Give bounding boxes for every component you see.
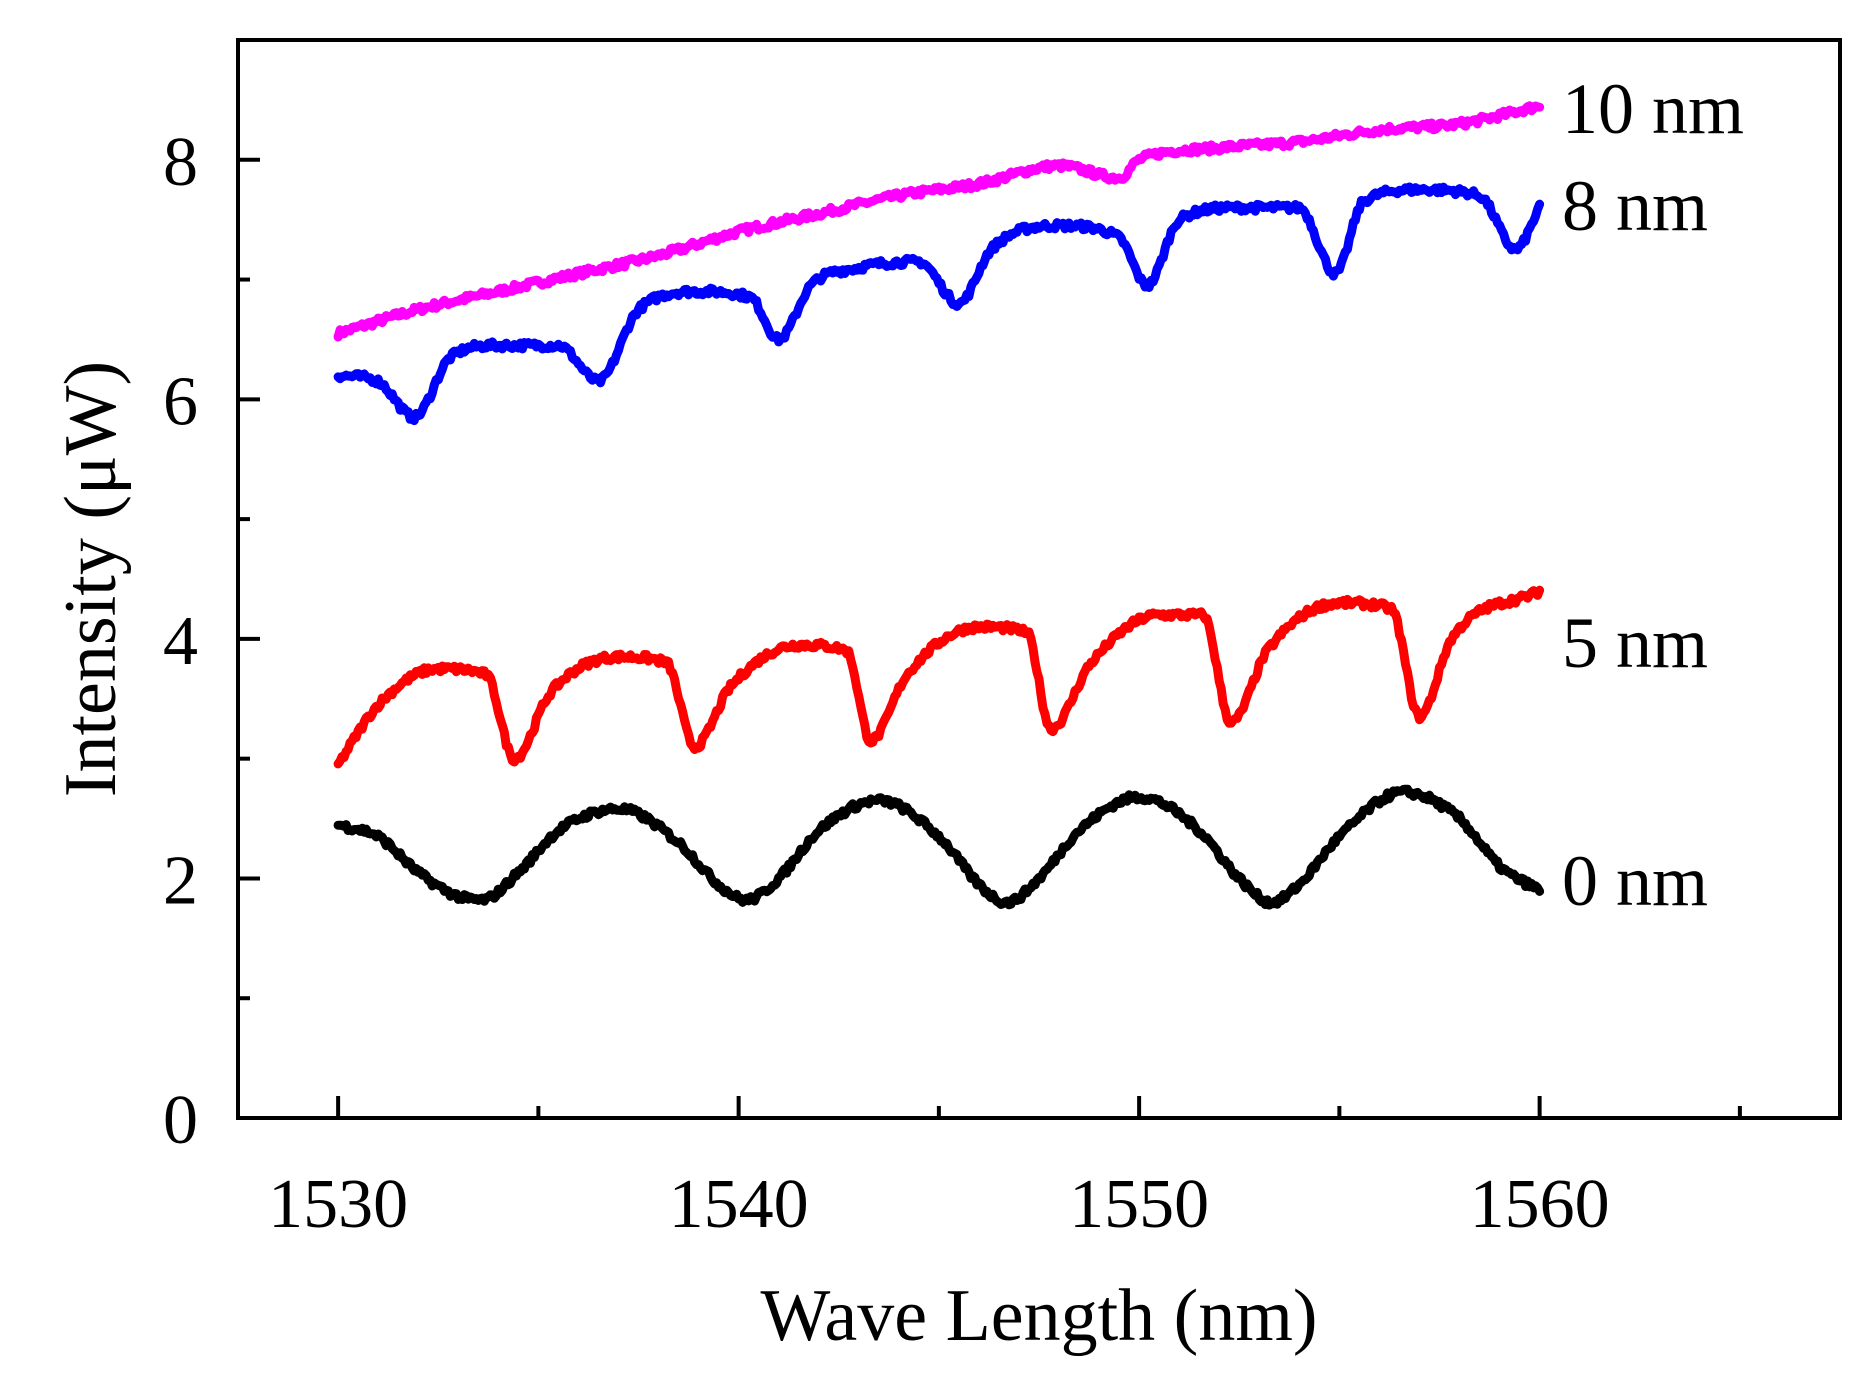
series-line-10-nm [333,101,1545,342]
series-label-5-nm: 5 nm [1562,603,1708,683]
x-tick-label: 1530 [268,1166,408,1243]
x-axis-title: Wave Length (nm) [760,1275,1317,1357]
y-tick-label: 2 [163,842,198,919]
series-layer [333,101,1545,910]
x-tick-label: 1550 [1069,1166,1209,1243]
y-tick-label: 8 [163,124,198,201]
plot-frame [236,38,1842,1120]
series-line-0-nm [333,784,1545,910]
series-label-8-nm: 8 nm [1562,166,1708,246]
series-label-0-nm: 0 nm [1562,841,1708,921]
y-tick-label: 4 [163,603,198,680]
y-tick-label: 0 [163,1082,198,1159]
series-line-5-nm [333,585,1545,769]
x-tick-label: 1540 [669,1166,809,1243]
label-layer: 1530 1540 1550 1560 0 2 4 6 8 10 nm 8 nm 5 nm 0 nm [163,69,1744,1243]
x-tick-label: 1560 [1470,1166,1610,1243]
series-line-8-nm [333,182,1545,426]
tick-layer [238,157,1742,1120]
y-tick-label: 6 [163,363,198,440]
y-axis-title: Intensity (μW) [50,361,132,797]
series-label-10-nm: 10 nm [1562,69,1744,149]
